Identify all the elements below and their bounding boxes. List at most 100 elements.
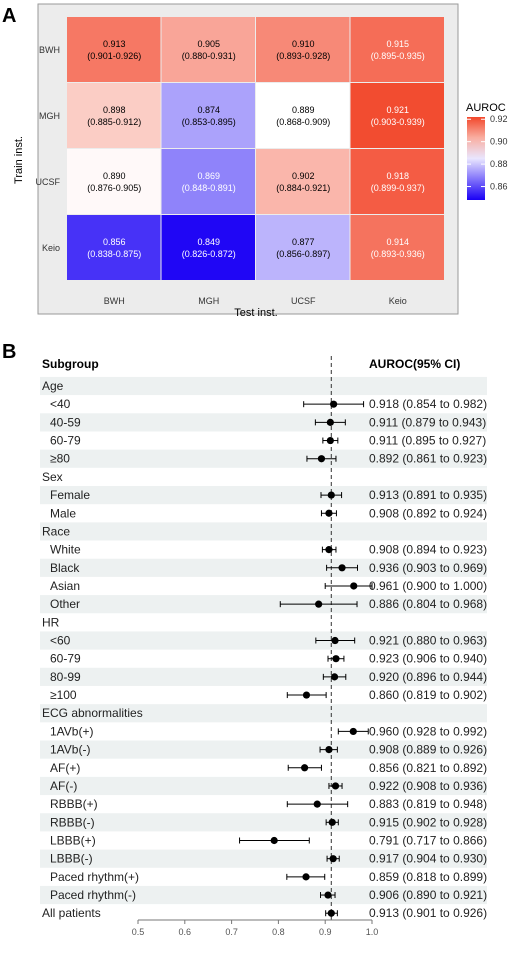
forest-row-value: 0.922 (0.908 to 0.936) [369,779,487,793]
heatmap-x-tick-label: MGH [198,296,219,306]
forest-row-label: 1AVb(+) [50,724,93,738]
heatmap-cell-value: 0.921 [386,105,409,115]
forest-point [302,691,311,699]
forest-row-value: 0.883 (0.819 to 0.948) [369,797,487,811]
heatmap-cell [350,215,444,280]
forest-row-band [40,485,487,505]
heatmap-cell-ci: (0.876-0.905) [87,183,141,193]
heatmap-cell-value: 0.902 [292,171,315,181]
forest-row-value: 0.936 (0.903 to 0.969) [369,561,487,575]
forest-row-label: ≥80 [50,452,70,466]
forest-row-label: 60-79 [50,434,81,448]
heatmap-cell-value: 0.856 [103,237,126,247]
forest-point [326,418,334,426]
forest-row-band [40,740,487,759]
heatmap-cell-ci: (0.848-0.891) [182,183,236,193]
heatmap-y-tick-label: BWH [39,45,60,55]
heatmap-cell [256,149,350,214]
forest-row-label: Male [50,506,76,520]
forest-row-band [40,522,487,541]
forest-point [270,836,278,845]
forest-row-band [40,595,487,614]
forest-point [315,600,323,608]
forest-x-tick-label: 0.5 [132,927,145,937]
heatmap-cells: 0.913 (0.901-0.926) 0.905 (0.880-0.931) 0.91… [67,17,444,280]
heatmap-y-tick-label: Keio [42,243,60,253]
heatmap-x-axis-title: Test inst. [234,307,277,319]
forest-row-value: 0.920 (0.896 to 0.944) [369,670,487,684]
forest-row-value: 0.892 (0.861 to 0.923) [369,452,487,466]
forest-row-label: LBBB(-) [50,852,93,866]
heatmap-cell-ci: (0.880-0.931) [182,51,236,61]
heatmap-cell-ci: (0.901-0.926) [87,51,141,61]
forest-row-value: 0.791 (0.717 to 0.866) [369,834,487,848]
forest-row-value: 0.960 (0.928 to 0.992) [369,724,487,738]
forest-row-value: 0.911 (0.879 to 0.943) [369,415,486,429]
forest-row-label: AF(+) [50,761,80,775]
heatmap-cell-ci: (0.856-0.897) [276,249,330,259]
heatmap-cell-value: 0.905 [197,39,220,49]
forest-row-band [40,413,487,432]
forest-row-band [40,776,487,796]
forest-row-value: 0.886 (0.804 to 0.968) [369,597,487,611]
forest-row-band [40,376,487,396]
forest-point [317,455,326,463]
forest-row-label: RBBB(-) [50,815,95,829]
heatmap-cell-ci: (0.868-0.909) [276,117,330,127]
heatmap-y-tick-label: UCSF [36,177,61,187]
forest-x-tick-label: 0.6 [179,927,192,937]
forest-point [349,727,357,736]
forest-row-bands [40,376,487,905]
forest-point [332,655,340,663]
forest-row-value: 0.856 (0.821 to 0.892) [369,761,487,775]
forest-point [325,546,333,554]
forest-row-band [40,667,487,686]
forest-row-label: All patients [42,906,101,920]
forest-x-tick-label: 0.8 [272,927,285,937]
heatmap-x-tick-label: Keio [389,296,407,306]
legend-tick-label: 0.90 [490,137,508,147]
heatmap-cell [256,215,350,280]
forest-row-band [40,449,487,468]
heatmap-axis-labels: BWH MGH UCSF Keio BWH MGH UCSF Keio [36,45,407,306]
forest-row-value: 0.908 (0.892 to 0.924) [369,506,487,520]
heatmap-cell-value: 0.890 [103,171,126,181]
heatmap-cell [350,17,444,82]
forest-row-label: 40-59 [50,415,81,429]
heatmap-x-tick-label: BWH [104,296,125,306]
forest-row-band [40,813,487,832]
forest-row-label: Paced rhythm(-) [50,888,136,902]
heatmap-legend-title: AUROC [466,102,506,114]
forest-row-label: HR [42,615,60,629]
forest-row-label: Other [50,597,80,611]
forest-point [324,891,332,899]
heatmap-cell-ci: (0.885-0.912) [87,117,141,127]
forest-row-value: 0.911 (0.895 to 0.927) [369,434,486,448]
forest-row-band [40,885,487,905]
heatmap-cell-ci: (0.838-0.875) [87,249,141,259]
legend-tick-label: 0.92 [490,114,508,124]
forest-row-band [40,849,487,868]
heatmap-cell [67,17,161,82]
forest-row-value: 0.908 (0.889 to 0.926) [369,743,487,757]
forest-row-value: 0.913 (0.901 to 0.926) [369,906,487,920]
forest-row-label: ECG abnormalities [42,706,143,720]
forest-x-tick-label: 1.0 [366,927,379,937]
forest-point [330,673,339,681]
forest-point [301,764,309,772]
heatmap-cell-value: 0.869 [197,171,220,181]
panel-b-label: B [2,341,16,363]
forest-x-tick-label: 0.9 [319,927,332,937]
heatmap-y-axis-title: Train inst. [13,136,25,184]
heatmap-cell-value: 0.910 [292,39,315,49]
forest-row-label: <60 [50,634,71,648]
forest-point [329,855,337,863]
forest-marks [239,400,373,917]
forest-point [330,400,338,408]
heatmap-cell-value: 0.918 [386,171,409,181]
heatmap-cell-value: 0.849 [197,237,220,247]
forest-row-value: 0.917 (0.904 to 0.930) [369,852,487,866]
panel-a-label: A [2,5,16,27]
forest-row-label: 60-79 [50,652,81,666]
heatmap-cell [256,83,350,148]
